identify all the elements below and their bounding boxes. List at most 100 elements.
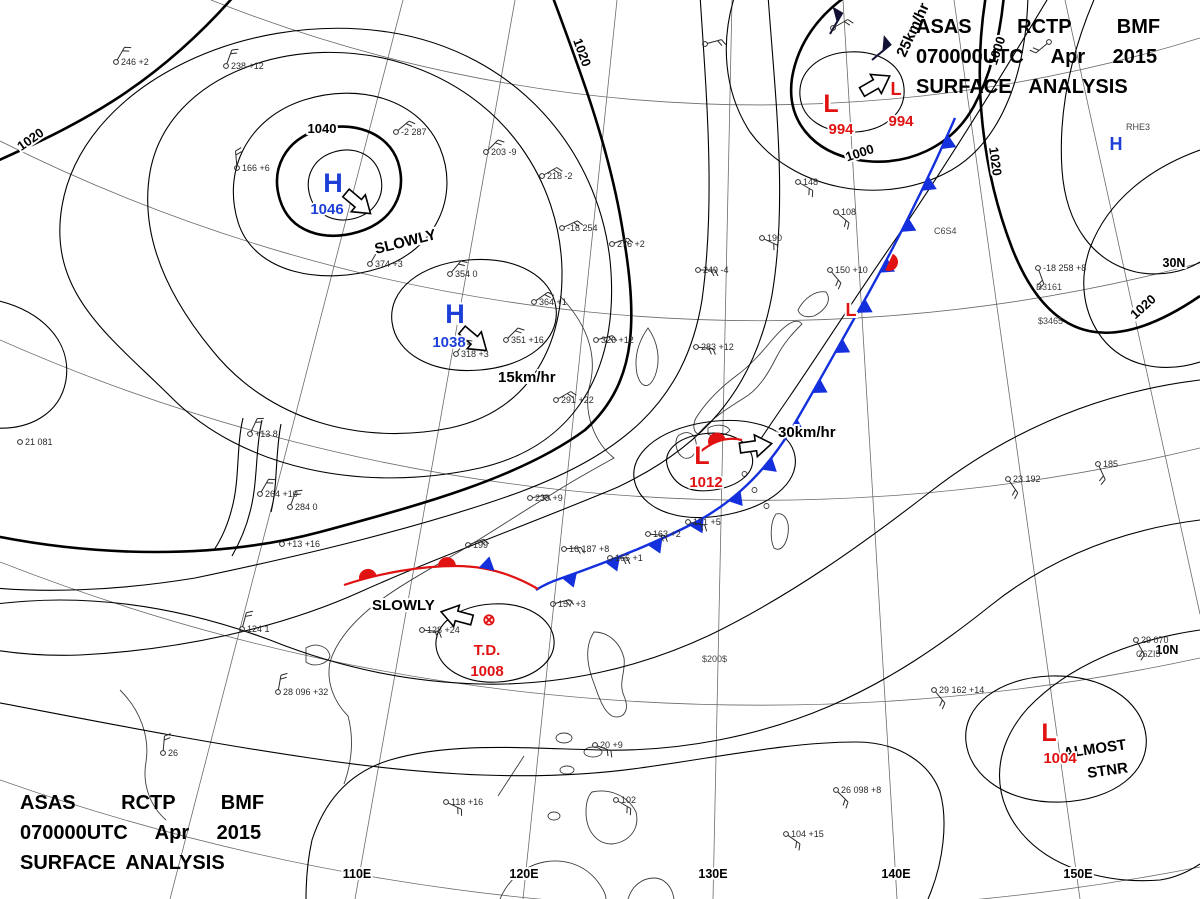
cold-front-triangle [789, 418, 805, 433]
station-circle [539, 173, 545, 179]
low-symbol: T.D. [474, 642, 501, 659]
station-plot: -16 254 [559, 220, 598, 233]
station-plot: 249 -4 [695, 265, 729, 277]
station-plot: 16 187 +8 [561, 544, 609, 554]
wind-barb-glyph [614, 237, 634, 245]
station-data: +13 +16 [287, 539, 320, 549]
isobar [213, 417, 244, 551]
low-symbol: L [891, 79, 902, 99]
station-plot: 239 +9 [527, 493, 563, 503]
wind-barb-glyph [935, 691, 946, 710]
station-circle [783, 831, 789, 837]
wind-barb-glyph [277, 672, 288, 690]
longitude-label: 120E [509, 867, 538, 881]
station-plot: 351 +16 [503, 327, 544, 345]
station-data: -16 254 [567, 223, 598, 233]
wind-barb [235, 147, 242, 166]
pressure-center: H 1046 [309, 166, 346, 220]
meridian-line [712, 0, 733, 899]
isobar [725, 0, 1029, 191]
pressure-value: 1008 [470, 663, 503, 680]
station-circle [527, 495, 533, 501]
wind-barb-glyph [698, 346, 716, 355]
isobar [305, 519, 1200, 899]
wind-barb [260, 478, 276, 493]
station-circle [17, 439, 23, 445]
isobar [799, 51, 905, 133]
wind-barb-glyph [448, 802, 463, 816]
wind-barb [535, 291, 555, 301]
wind-barb [487, 139, 505, 151]
station-data: 157 +3 [558, 599, 586, 609]
isobar-label: 1020 [1127, 291, 1159, 321]
wind-barb [116, 46, 132, 61]
wind-barb [532, 494, 552, 502]
station-data: 23 192 [1013, 474, 1041, 484]
station-data: 29 070 [1141, 635, 1169, 645]
parallel-line [0, 561, 1200, 706]
station-data: 284 0 [295, 502, 318, 512]
wind-barb [1098, 466, 1106, 485]
station-data: 16 187 +8 [569, 544, 609, 554]
station-data: -18 258 +8 [1043, 263, 1086, 273]
station-plot: +13 8 [247, 417, 278, 439]
wind-barb-glyph [424, 629, 442, 638]
cold-front-triangle [834, 338, 851, 353]
warm-front-line [699, 437, 743, 453]
station-plot: 318 +3 [453, 339, 489, 359]
station-circle [367, 261, 373, 267]
station-circle [1035, 265, 1041, 271]
wind-barb-glyph [700, 269, 719, 277]
movement-arrow-high-1038 [457, 325, 488, 352]
low-symbol: L [1041, 719, 1056, 747]
pressure-center: H 1038 [431, 297, 468, 353]
station-plot: 354 0 [447, 260, 478, 279]
station-circle [443, 799, 449, 805]
station-data: 374 +3 [375, 259, 403, 269]
station-plot: 190 [759, 233, 782, 252]
wind-barb-glyph [831, 271, 842, 290]
isobar [751, 0, 1048, 453]
station-circle [447, 271, 453, 277]
wind-barb-glyph [457, 339, 473, 353]
station-circle [419, 627, 425, 633]
movement-arrow-low-994 [858, 73, 891, 98]
station-data: 354 0 [455, 269, 478, 279]
station-plot: -18 258 +8 [1035, 263, 1086, 290]
isobar [1060, 0, 1200, 275]
wind-barb-glyph [1009, 480, 1019, 500]
meridian-line [953, 0, 1081, 899]
isobar-label: 1020 [986, 146, 1005, 177]
station-data: 199 [473, 540, 488, 550]
hainan-island [305, 644, 331, 666]
station-circle [702, 41, 708, 47]
station-circle [559, 225, 565, 231]
isobar-1040 [275, 125, 403, 237]
station-data: 218 -2 [547, 171, 573, 181]
station-plot: 23 192 [1005, 474, 1041, 500]
motion-label: 15km/hr [498, 369, 556, 386]
isobar [0, 0, 710, 591]
station-data: 148 [803, 177, 818, 187]
station-circle [257, 491, 263, 497]
station-plot: 118 +16 [443, 797, 483, 816]
station-data: 20 +9 [600, 740, 623, 750]
station-plot: 163 +2 [645, 529, 681, 542]
station-circle [1133, 637, 1139, 643]
wind-barb-glyph [1037, 270, 1045, 290]
japan-honshu [693, 320, 803, 435]
wind-barb-glyph [162, 733, 171, 751]
wind-barb [507, 327, 525, 339]
japan-hokkaido [797, 291, 829, 318]
title-block-top-right: ASAS RCTP BMF 070000UTC Apr 2015 SURFACE… [916, 12, 1160, 102]
title-line-3: SURFACE ANALYSIS [20, 852, 225, 874]
low-symbol: L [846, 300, 857, 320]
isobar-1020 [0, 0, 633, 554]
movement-arrow-td [439, 603, 475, 629]
wind-barb [557, 391, 577, 400]
pressure-value: 1012 [689, 474, 722, 491]
wind-barb-glyph [837, 213, 850, 230]
cold-front-line [535, 117, 957, 591]
pressure-center: L 994 [821, 88, 856, 140]
wind-barb-glyph [555, 599, 575, 606]
